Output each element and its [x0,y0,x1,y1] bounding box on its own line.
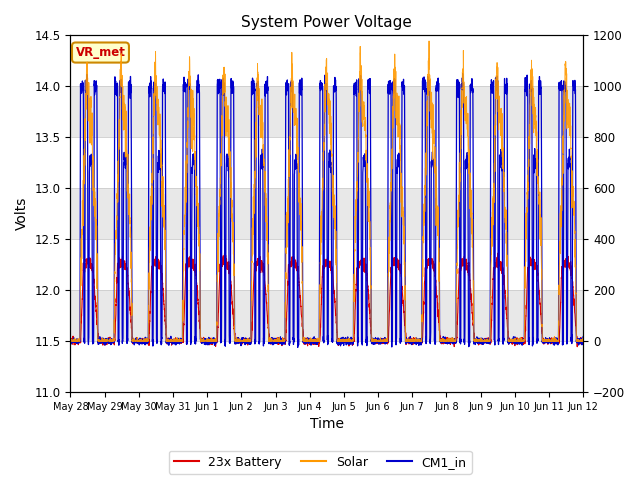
Text: VR_met: VR_met [76,46,125,59]
Bar [70,341,583,392]
X-axis label: Time: Time [310,418,344,432]
Y-axis label: Volts: Volts [15,197,29,230]
Bar [70,86,583,137]
Bar [70,239,583,290]
Bar [70,290,583,341]
Title: System Power Voltage: System Power Voltage [241,15,412,30]
Bar [70,188,583,239]
Bar [70,36,583,86]
Legend: 23x Battery, Solar, CM1_in: 23x Battery, Solar, CM1_in [168,451,472,474]
Bar [70,137,583,188]
